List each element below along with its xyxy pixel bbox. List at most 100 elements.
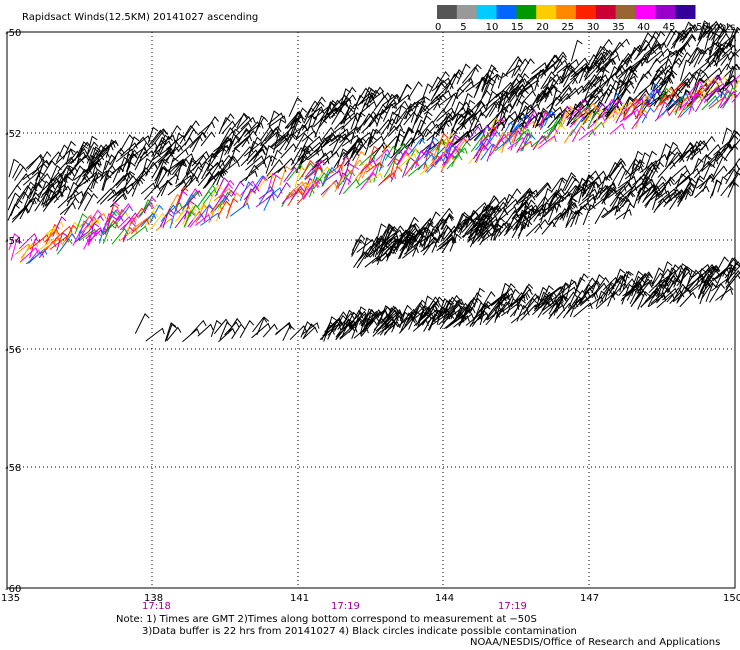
wind-barb [178,169,194,186]
wind-barb [526,111,544,124]
wind-barb [200,131,216,147]
wind-barb [461,92,473,110]
wind-barb [331,128,350,142]
wind-barb [259,129,276,147]
wind-barb [206,171,224,184]
wind-barb [258,185,275,205]
wind-barb [700,265,716,277]
wind-barb [674,176,692,189]
wind-barb [435,121,450,138]
wind-barb [322,166,337,187]
wind-barb [587,296,604,308]
wind-barb [28,182,42,200]
wind-barb [339,88,351,109]
wind-barb [486,204,503,222]
wind-barb [468,150,483,165]
wind-barb [365,161,383,173]
wind-barb [99,164,116,182]
wind-barb [379,172,397,185]
wind-barb [417,115,432,136]
wind-barb [650,69,667,85]
wind-barb [509,84,527,103]
wind-barb [478,220,495,233]
wind-barb [440,155,456,172]
wind-barb [426,156,445,174]
wind-barb [704,74,721,92]
wind-barb [75,168,89,185]
wind-barb [519,58,535,78]
wind-barb [644,191,659,209]
wind-barb [438,92,459,107]
wind-barb [686,269,701,288]
wind-barb [156,158,170,178]
wind-barb [551,294,567,309]
wind-barb [233,134,253,150]
wind-barb [444,73,460,94]
wind-barb [361,159,377,172]
legend-unit-label: knots [708,22,735,33]
wind-barb [727,27,740,46]
wind-barb [300,321,313,338]
wind-barb [291,114,306,136]
wind-barb [638,152,650,172]
wind-barb [456,211,470,229]
legend-swatch [456,5,478,19]
wind-barb [79,214,95,228]
wind-barb [674,96,691,113]
wind-barb [450,113,466,132]
wind-barb [381,135,401,153]
wind-barb [623,108,641,121]
wind-barb [665,141,679,160]
wind-barb [279,165,292,186]
x-tick-label: 150 [723,593,740,604]
wind-barb [653,90,668,107]
wind-barb [332,94,349,109]
wind-barb [77,191,93,210]
wind-barb [632,93,650,111]
wind-barb [164,202,183,217]
wind-barb [614,196,626,216]
wind-barb [581,170,599,186]
wind-barb [585,176,602,188]
wind-barb [315,137,330,155]
wind-barb [720,180,736,197]
wind-barb [291,152,308,170]
wind-barb [270,133,290,148]
wind-barb [122,226,135,243]
wind-barb [123,170,136,192]
wind-barb [726,138,740,156]
wind-barb [716,41,731,60]
wind-barb [507,288,520,306]
wind-barb [155,134,176,149]
wind-barb [558,87,573,102]
wind-barb [65,221,80,243]
wind-barb [66,181,79,201]
wind-barb [592,54,607,70]
wind-barb [570,187,587,200]
wind-barb [203,116,219,135]
wind-barb [187,161,203,175]
wind-barb [502,90,518,109]
wind-barb [333,314,348,332]
wind-barb [581,181,599,194]
wind-barb [401,127,415,146]
wind-barb [397,146,413,165]
wind-barb [690,263,711,279]
wind-barb [200,212,221,226]
wind-barb [82,163,98,178]
wind-barb [37,180,55,197]
wind-barb [497,138,515,152]
wind-barb [275,322,292,334]
wind-barb [540,71,556,90]
wind-barb [619,110,637,123]
wind-barb [152,150,172,166]
wind-barb [32,177,46,197]
wind-barb [451,130,471,147]
wind-barb [250,161,267,174]
wind-barb [510,291,526,307]
wind-barb [473,303,491,320]
wind-barb [464,217,481,235]
wind-barb [501,303,520,317]
wind-barb [10,238,23,261]
wind-barb [168,124,182,141]
